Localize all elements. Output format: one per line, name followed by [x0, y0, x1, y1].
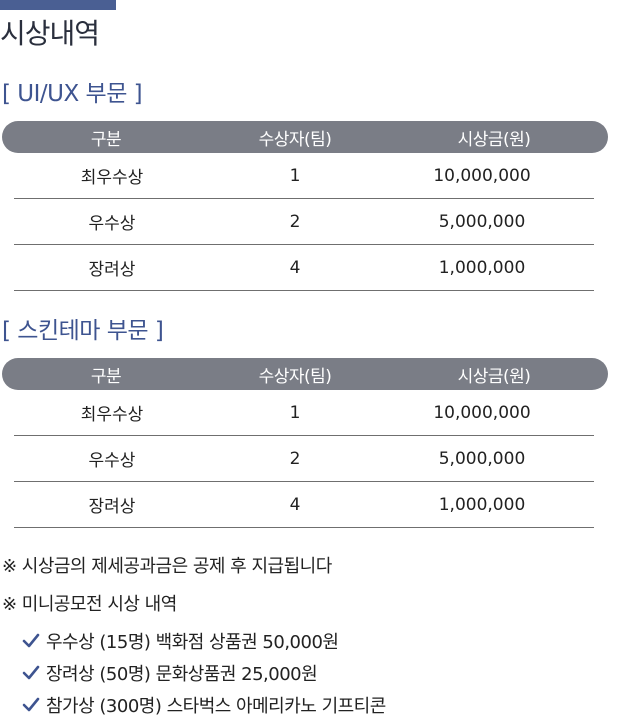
section-title-uiux: [ UI/UX 부문 ]	[2, 81, 143, 107]
table-row: 장려상 4 1,000,000	[14, 482, 594, 528]
mini-award-item: 참가상 (300명) 스타벅스 아메리카노 기프티콘	[22, 692, 386, 718]
cell-winners: 2	[289, 211, 301, 232]
table-header: 구분 수상자(팀) 시상금(원)	[2, 358, 608, 390]
cell-prize: 10,000,000	[433, 165, 531, 186]
table-row: 우수상 2 5,000,000	[14, 436, 594, 482]
cell-winners: 2	[289, 448, 301, 469]
cell-category: 우수상	[88, 451, 136, 471]
header-category: 구분	[90, 366, 122, 387]
cell-winners: 4	[289, 494, 301, 515]
cell-category: 장려상	[88, 497, 136, 517]
check-icon	[22, 633, 40, 648]
header-prize: 시상금(원)	[457, 366, 531, 387]
awards-table-uiux: 구분 수상자(팀) 시상금(원) 최우수상 1 10,000,000 우수상 2…	[2, 121, 608, 291]
page-title: 시상내역	[0, 17, 100, 50]
cell-category: 우수상	[88, 214, 136, 234]
cell-category: 최우수상	[80, 405, 144, 425]
header-winners: 수상자(팀)	[258, 129, 332, 150]
table-row: 최우수상 1 10,000,000	[14, 390, 594, 436]
cell-prize: 1,000,000	[438, 257, 526, 278]
cell-winners: 4	[289, 257, 301, 278]
awards-table-skin-theme: 구분 수상자(팀) 시상금(원) 최우수상 1 10,000,000 우수상 2…	[2, 358, 608, 528]
note-mini-contest: ※ 미니공모전 시상 내역	[2, 594, 177, 615]
table-header: 구분 수상자(팀) 시상금(원)	[2, 121, 608, 153]
note-tax: ※ 시상금의 제세공과금은 공제 후 지급됩니다	[2, 556, 332, 577]
header-winners: 수상자(팀)	[258, 366, 332, 387]
mini-award-item: 장려상 (50명) 문화상품권 25,000원	[22, 660, 318, 686]
mini-award-item: 우수상 (15명) 백화점 상품권 50,000원	[22, 628, 339, 654]
check-icon	[22, 697, 40, 712]
cell-winners: 1	[289, 165, 301, 186]
cell-prize: 10,000,000	[433, 402, 531, 423]
mini-award-text: 참가상 (300명) 스타벅스 아메리카노 기프티콘	[46, 696, 386, 717]
cell-prize: 5,000,000	[438, 448, 526, 469]
check-icon	[22, 665, 40, 680]
section-title-skin-theme: [ 스킨테마 부문 ]	[2, 318, 164, 344]
table-row: 장려상 4 1,000,000	[14, 245, 594, 291]
mini-award-text: 장려상 (50명) 문화상품권 25,000원	[46, 664, 318, 685]
cell-winners: 1	[289, 402, 301, 423]
table-row: 우수상 2 5,000,000	[14, 199, 594, 245]
title-accent-bar	[0, 0, 116, 10]
cell-prize: 5,000,000	[438, 211, 526, 232]
table-row: 최우수상 1 10,000,000	[14, 153, 594, 199]
header-category: 구분	[90, 129, 122, 150]
mini-award-text: 우수상 (15명) 백화점 상품권 50,000원	[46, 632, 339, 653]
header-prize: 시상금(원)	[457, 129, 531, 150]
cell-prize: 1,000,000	[438, 494, 526, 515]
cell-category: 최우수상	[80, 168, 144, 188]
cell-category: 장려상	[88, 260, 136, 280]
